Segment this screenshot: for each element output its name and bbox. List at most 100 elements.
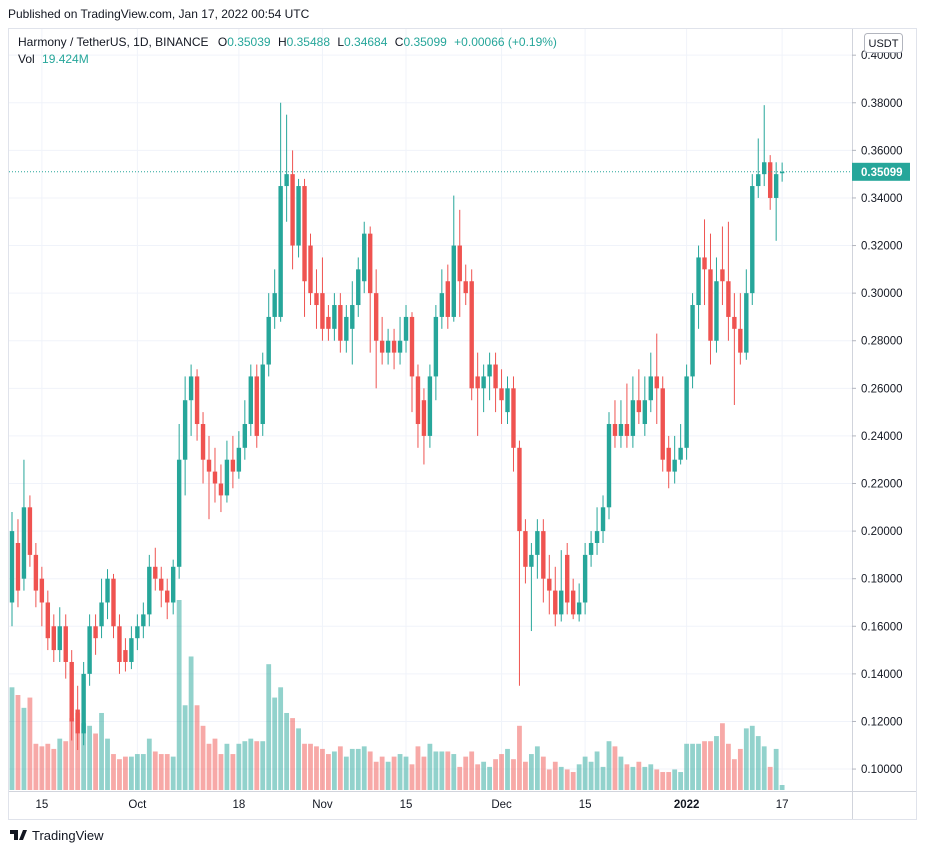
volume-bar	[487, 766, 492, 790]
change: +0.00066 (+0.19%)	[454, 35, 557, 49]
candle-body	[636, 400, 642, 413]
volume-bar	[433, 751, 439, 790]
volume-bar	[696, 743, 701, 790]
volume-bar	[385, 761, 391, 790]
volume-bar	[355, 748, 361, 790]
candle-body	[565, 554, 570, 603]
volume-legend: Vol 19.424M	[18, 52, 89, 66]
logo-text: TradingView	[32, 828, 104, 843]
x-tick-label: 15	[400, 799, 413, 811]
volume-bar	[242, 741, 248, 790]
y-tick-label: 0.24000	[861, 431, 903, 443]
candle-body	[648, 376, 653, 401]
volume-bar	[284, 712, 290, 790]
x-tick-label: 18	[232, 799, 245, 811]
candle-body	[123, 650, 128, 662]
volume-bar	[206, 743, 212, 790]
candle-body	[290, 174, 295, 246]
candle-body	[439, 293, 445, 317]
volume-bar	[505, 748, 510, 790]
volume-bar	[439, 751, 445, 790]
volume-bar	[648, 764, 654, 790]
candle-body	[188, 376, 194, 401]
volume-bar	[660, 772, 666, 790]
volume-bar	[588, 761, 594, 790]
volume-bar	[146, 738, 152, 790]
volume-bar	[743, 728, 749, 790]
y-tick-label: 0.14000	[861, 669, 903, 681]
open-value: 0.35039	[227, 35, 271, 49]
candle-body	[87, 626, 92, 674]
volume-bar	[618, 756, 624, 790]
volume-bar	[248, 738, 254, 790]
volume-bar	[726, 743, 731, 790]
candle-body	[200, 424, 206, 460]
volume-bar	[600, 766, 606, 790]
candle-body	[320, 293, 325, 329]
volume-bar	[594, 751, 600, 790]
volume-bar	[134, 754, 140, 790]
logo-icon	[10, 830, 27, 840]
x-tick-label: 17	[776, 799, 789, 811]
volume-bar	[606, 741, 612, 790]
candle-body	[362, 233, 367, 282]
candle-body	[606, 424, 612, 508]
y-tick-label: 0.40000	[861, 50, 903, 62]
candle-body	[779, 171, 785, 174]
volume-bar	[379, 756, 385, 790]
candle-body	[236, 447, 242, 472]
candle-body	[368, 233, 373, 294]
candle-body	[284, 174, 289, 187]
volume-bar	[499, 754, 504, 790]
volume-bar	[314, 746, 319, 790]
volume-bar	[170, 756, 176, 790]
volume-bar	[546, 769, 552, 790]
volume-bar	[152, 751, 158, 790]
volume-bar	[576, 764, 582, 790]
candle-body	[451, 245, 456, 317]
volume-bar	[642, 766, 648, 790]
candle-body	[332, 305, 337, 329]
tv-logo: TradingView	[10, 828, 104, 843]
symbol-title: Harmony / TetherUS, 1D, BINANCE	[18, 35, 209, 49]
candle-body	[738, 328, 743, 353]
currency[interactable]: USDT	[869, 38, 899, 50]
candle-body	[720, 269, 725, 282]
volume-bar	[320, 748, 325, 790]
candle-body	[15, 542, 21, 591]
candle-body	[147, 566, 152, 615]
volume-bar	[528, 754, 534, 790]
candle-body	[397, 340, 403, 353]
volume-bar	[767, 766, 773, 790]
candle-body	[379, 340, 385, 353]
candle-body	[391, 340, 397, 353]
candle-body	[421, 400, 427, 436]
volume-bar	[326, 754, 331, 790]
volume-bar	[481, 761, 487, 790]
candle-body	[308, 245, 313, 294]
y-tick-label: 0.32000	[861, 241, 903, 253]
volume-bar	[714, 736, 719, 790]
volume-bar	[475, 764, 481, 790]
axes: 0.10000 0.12000 0.14000 0.16000 0.18000 0.200…	[35, 50, 910, 811]
volume-bar	[63, 741, 69, 790]
volume-bar	[367, 751, 373, 790]
y-tick-label: 0.22000	[861, 479, 903, 491]
candle-body	[767, 162, 773, 198]
candle-body	[624, 424, 630, 436]
volume-bar	[230, 754, 236, 790]
volume-bar	[278, 687, 284, 790]
candle-body	[165, 590, 170, 603]
volume-bar	[194, 705, 200, 790]
volume-bar	[570, 772, 576, 790]
candle-body	[594, 531, 600, 543]
volume-bar	[523, 761, 528, 790]
candle-body	[75, 709, 80, 734]
candle-body	[576, 602, 582, 615]
candle-body	[469, 281, 474, 389]
x-tick-label: Oct	[128, 799, 147, 811]
volume-bar	[534, 746, 540, 790]
y-tick-label: 0.34000	[861, 193, 903, 205]
volume-bar	[236, 743, 242, 790]
currency-button[interactable]	[864, 33, 903, 53]
